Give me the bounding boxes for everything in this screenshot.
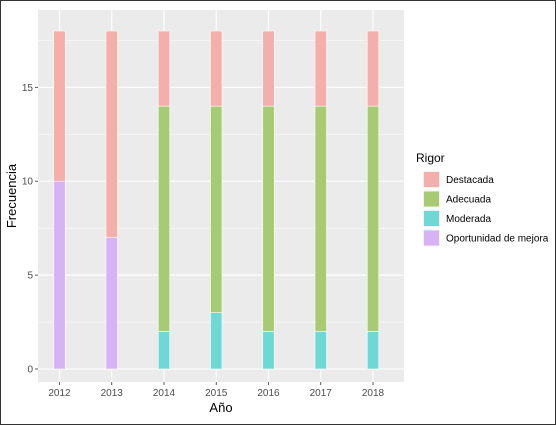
legend: Rigor Destacada Adecuada Moderada Oportunid… (416, 151, 549, 247)
x-axis-title: Año (209, 400, 232, 415)
bar-segment-adecuada-2016 (262, 105, 275, 332)
y-axis-title: Frecuencia (4, 163, 19, 228)
legend-label: Moderada (446, 214, 491, 225)
x-tick-label: 2017 (310, 388, 333, 399)
bar-segment-moderada-2018 (366, 331, 380, 370)
bar-segment-moderada-2014 (157, 331, 171, 370)
x-tick-label: 2015 (205, 388, 228, 399)
bar-segment-destacada-2012 (53, 30, 66, 182)
bar-segment-moderada-2017 (314, 331, 327, 370)
legend-swatch (424, 230, 439, 246)
bar-segment-adecuada-2014 (157, 105, 171, 332)
bar-segment-destacada-2018 (366, 30, 380, 107)
x-tick-label: 2016 (257, 388, 280, 399)
bar-segment-moderada-2016 (262, 331, 275, 370)
legend-swatch (424, 172, 439, 187)
y-tick-label: 5 (27, 271, 33, 282)
legend-swatch (424, 211, 439, 226)
bar-segment-destacada-2015 (210, 30, 223, 107)
bar-segment-adecuada-2018 (366, 105, 380, 332)
bar-segment-destacada-2013 (105, 30, 118, 238)
legend-label: Adecuada (446, 195, 491, 206)
bar-segment-destacada-2017 (314, 30, 327, 107)
legend-label: Oportunidad de mejora (446, 234, 549, 245)
bars (53, 30, 380, 370)
bar-segment-moderada-2015 (210, 312, 223, 370)
legend-label: Destacada (446, 175, 494, 186)
y-axis: 0 5 10 15 (22, 83, 38, 376)
bar-segment-oportunidad-de-mejora-2012 (53, 180, 66, 370)
x-tick-label: 2013 (101, 388, 124, 399)
x-tick-label: 2014 (153, 388, 176, 399)
bar-segment-destacada-2014 (157, 30, 171, 107)
legend-title: Rigor (416, 151, 445, 165)
x-axis: 2012 2013 2014 2015 2016 2017 2018 (48, 382, 385, 399)
legend-swatch (424, 191, 439, 207)
bar-segment-oportunidad-de-mejora-2013 (105, 237, 118, 370)
x-tick-label: 2018 (362, 388, 385, 399)
bar-segment-adecuada-2017 (314, 105, 327, 332)
bar-segment-adecuada-2015 (210, 105, 223, 313)
bar-segment-destacada-2016 (262, 30, 275, 107)
y-tick-label: 0 (27, 365, 33, 376)
x-tick-label: 2012 (48, 388, 71, 399)
y-tick-label: 15 (22, 83, 34, 94)
y-tick-label: 10 (22, 177, 34, 188)
